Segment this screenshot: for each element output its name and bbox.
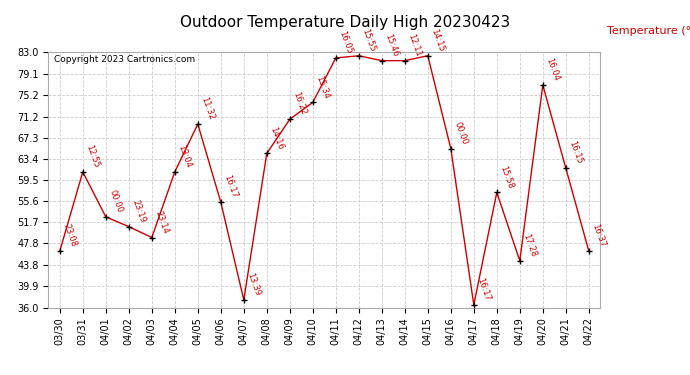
Text: 23:14: 23:14 xyxy=(153,209,170,235)
Text: 15:55: 15:55 xyxy=(360,28,377,53)
Text: 13:04: 13:04 xyxy=(176,144,193,169)
Text: Copyright 2023 Cartronics.com: Copyright 2023 Cartronics.com xyxy=(54,55,195,64)
Text: 00:00: 00:00 xyxy=(452,120,469,146)
Text: 12:11: 12:11 xyxy=(406,33,423,58)
Text: 14:15: 14:15 xyxy=(429,28,446,53)
Text: 23:08: 23:08 xyxy=(61,223,78,248)
Text: 16:17: 16:17 xyxy=(475,276,492,302)
Text: Outdoor Temperature Daily High 20230423: Outdoor Temperature Daily High 20230423 xyxy=(180,15,510,30)
Text: 14:16: 14:16 xyxy=(268,125,285,151)
Text: 16:04: 16:04 xyxy=(544,57,561,82)
Text: 16:05: 16:05 xyxy=(337,30,354,55)
Text: 15:46: 15:46 xyxy=(383,32,400,58)
Text: 16:37: 16:37 xyxy=(590,222,607,248)
Text: 11:32: 11:32 xyxy=(199,96,216,122)
Text: 13:39: 13:39 xyxy=(245,272,262,297)
Text: 16:15: 16:15 xyxy=(567,140,584,165)
Text: 16:17: 16:17 xyxy=(222,174,239,200)
Text: 23:19: 23:19 xyxy=(130,198,147,224)
Text: 17:28: 17:28 xyxy=(521,232,538,258)
Text: 15:34: 15:34 xyxy=(314,74,331,100)
Text: 12:55: 12:55 xyxy=(84,144,101,169)
Text: 00:00: 00:00 xyxy=(107,189,124,214)
Text: 16:22: 16:22 xyxy=(291,91,308,117)
Text: 15:58: 15:58 xyxy=(498,164,515,190)
Text: Temperature (°F): Temperature (°F) xyxy=(607,26,690,36)
